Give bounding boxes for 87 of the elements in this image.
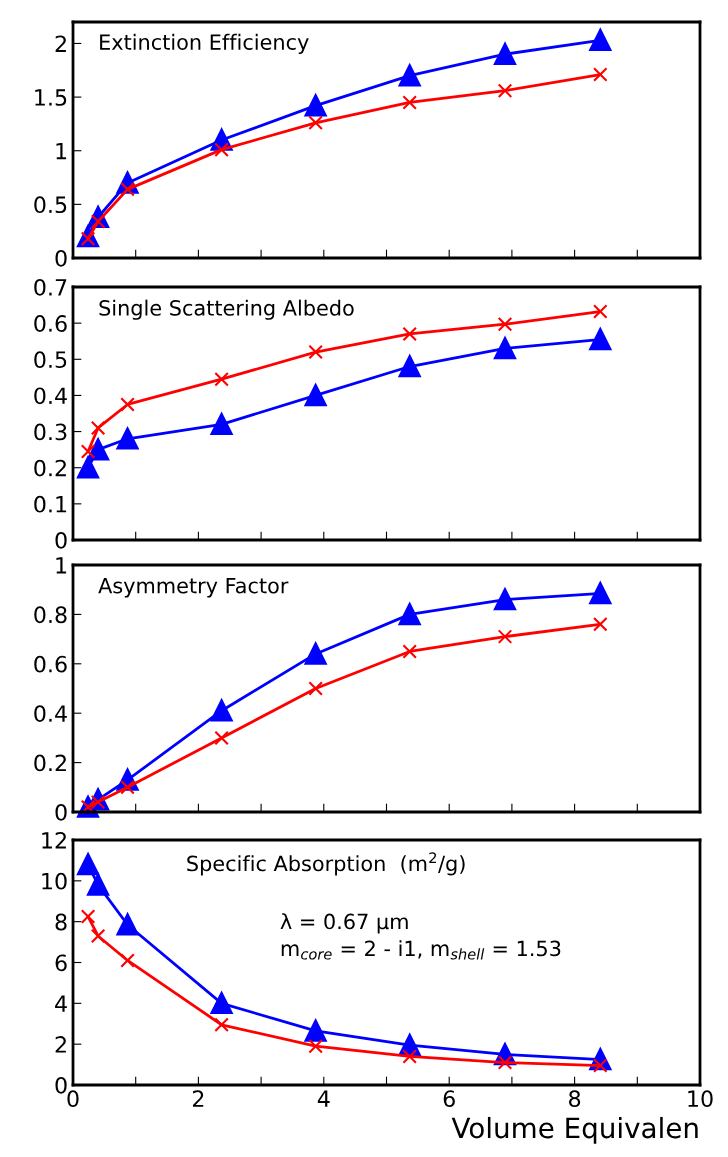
text: Extinction Efficiency [100,33,309,54]
point [87,436,110,461]
point [120,953,135,968]
point [76,454,100,479]
point [402,1049,417,1064]
y-tick-label: 4 [55,995,67,1012]
point [593,616,608,632]
point [90,420,106,436]
point [214,371,229,387]
text: Single Scattering Albedo [99,299,354,320]
point [76,851,100,876]
point [494,588,516,611]
y-tick-label: 0.3 [34,423,67,441]
y-tick-label: 2 [55,35,66,52]
x-tick-label: 6 [443,1090,455,1108]
y-tick-label: 0.2 [34,754,66,772]
point [497,1055,513,1070]
y-tick-label: 0.8 [34,606,67,624]
point [120,780,135,795]
y-tick-label: 0.5 [34,351,67,369]
x-axis-title: Volume Equivalen [451,1116,698,1144]
y-tick-label: 0.6 [34,315,67,332]
point [120,397,135,412]
y-tick-label: 0.5 [34,196,67,214]
point [593,304,608,319]
point [115,911,139,936]
point [209,697,234,722]
y-tick-label: 0 [55,531,67,549]
point [588,580,612,605]
y-tick-label: 0 [55,803,67,821]
text: Specific Absorption (m$^{2}$/g) [187,852,465,876]
point [497,83,513,98]
y-tick-label: 0.4 [34,387,67,405]
text: Asymmetry Factor [98,577,289,598]
point [494,43,516,65]
point [308,1038,323,1054]
y-tick-label: 8 [55,913,67,931]
point [589,29,612,51]
point [116,428,139,450]
point [402,644,417,659]
x-tick-label: 4 [317,1090,330,1107]
y-tick-label: 6 [55,954,67,972]
point [209,411,234,436]
point [497,316,513,332]
point [493,335,517,360]
point [304,643,327,665]
point [214,1017,229,1033]
point [398,601,422,626]
y-tick-label: 0.6 [34,655,67,673]
point [398,62,422,87]
point [588,326,612,351]
annotation: m$_{core}$ = 2 - i1, m$_{shell}$ = 1.53 [281,940,561,960]
point [80,444,96,459]
point [497,629,513,644]
y-tick-label: 0 [55,249,67,267]
y-tick-label: 1.5 [35,89,67,106]
x-tick-label: 8 [569,1090,581,1108]
y-tick-label: 0.7 [34,278,67,296]
x-tick-label: 2 [192,1090,204,1107]
point [90,928,106,944]
point [80,909,96,924]
point [87,874,109,896]
x-tick-label: 10 [688,1090,713,1108]
point [402,95,417,110]
y-tick-label: 0.4 [34,705,67,722]
y-tick-label: 0.2 [34,459,66,477]
point [214,730,229,746]
y-tick-label: 12 [42,831,66,849]
point [303,92,328,117]
point [214,142,229,157]
x-tick-label: 0 [67,1090,79,1108]
point [593,67,608,82]
point [308,344,323,360]
point [304,1020,327,1042]
y-tick-label: 10 [42,872,67,890]
point [402,326,417,342]
point [308,115,323,131]
point [398,353,422,378]
y-tick-label: 0 [55,1076,67,1094]
annotation: λ = 0.67 μm [280,913,408,934]
point [303,382,328,407]
point [308,681,323,696]
point [209,990,234,1015]
y-tick-label: 1 [56,142,67,160]
y-tick-label: 0.1 [34,495,67,513]
y-tick-label: 1 [56,557,67,574]
y-tick-label: 2 [55,1036,66,1053]
